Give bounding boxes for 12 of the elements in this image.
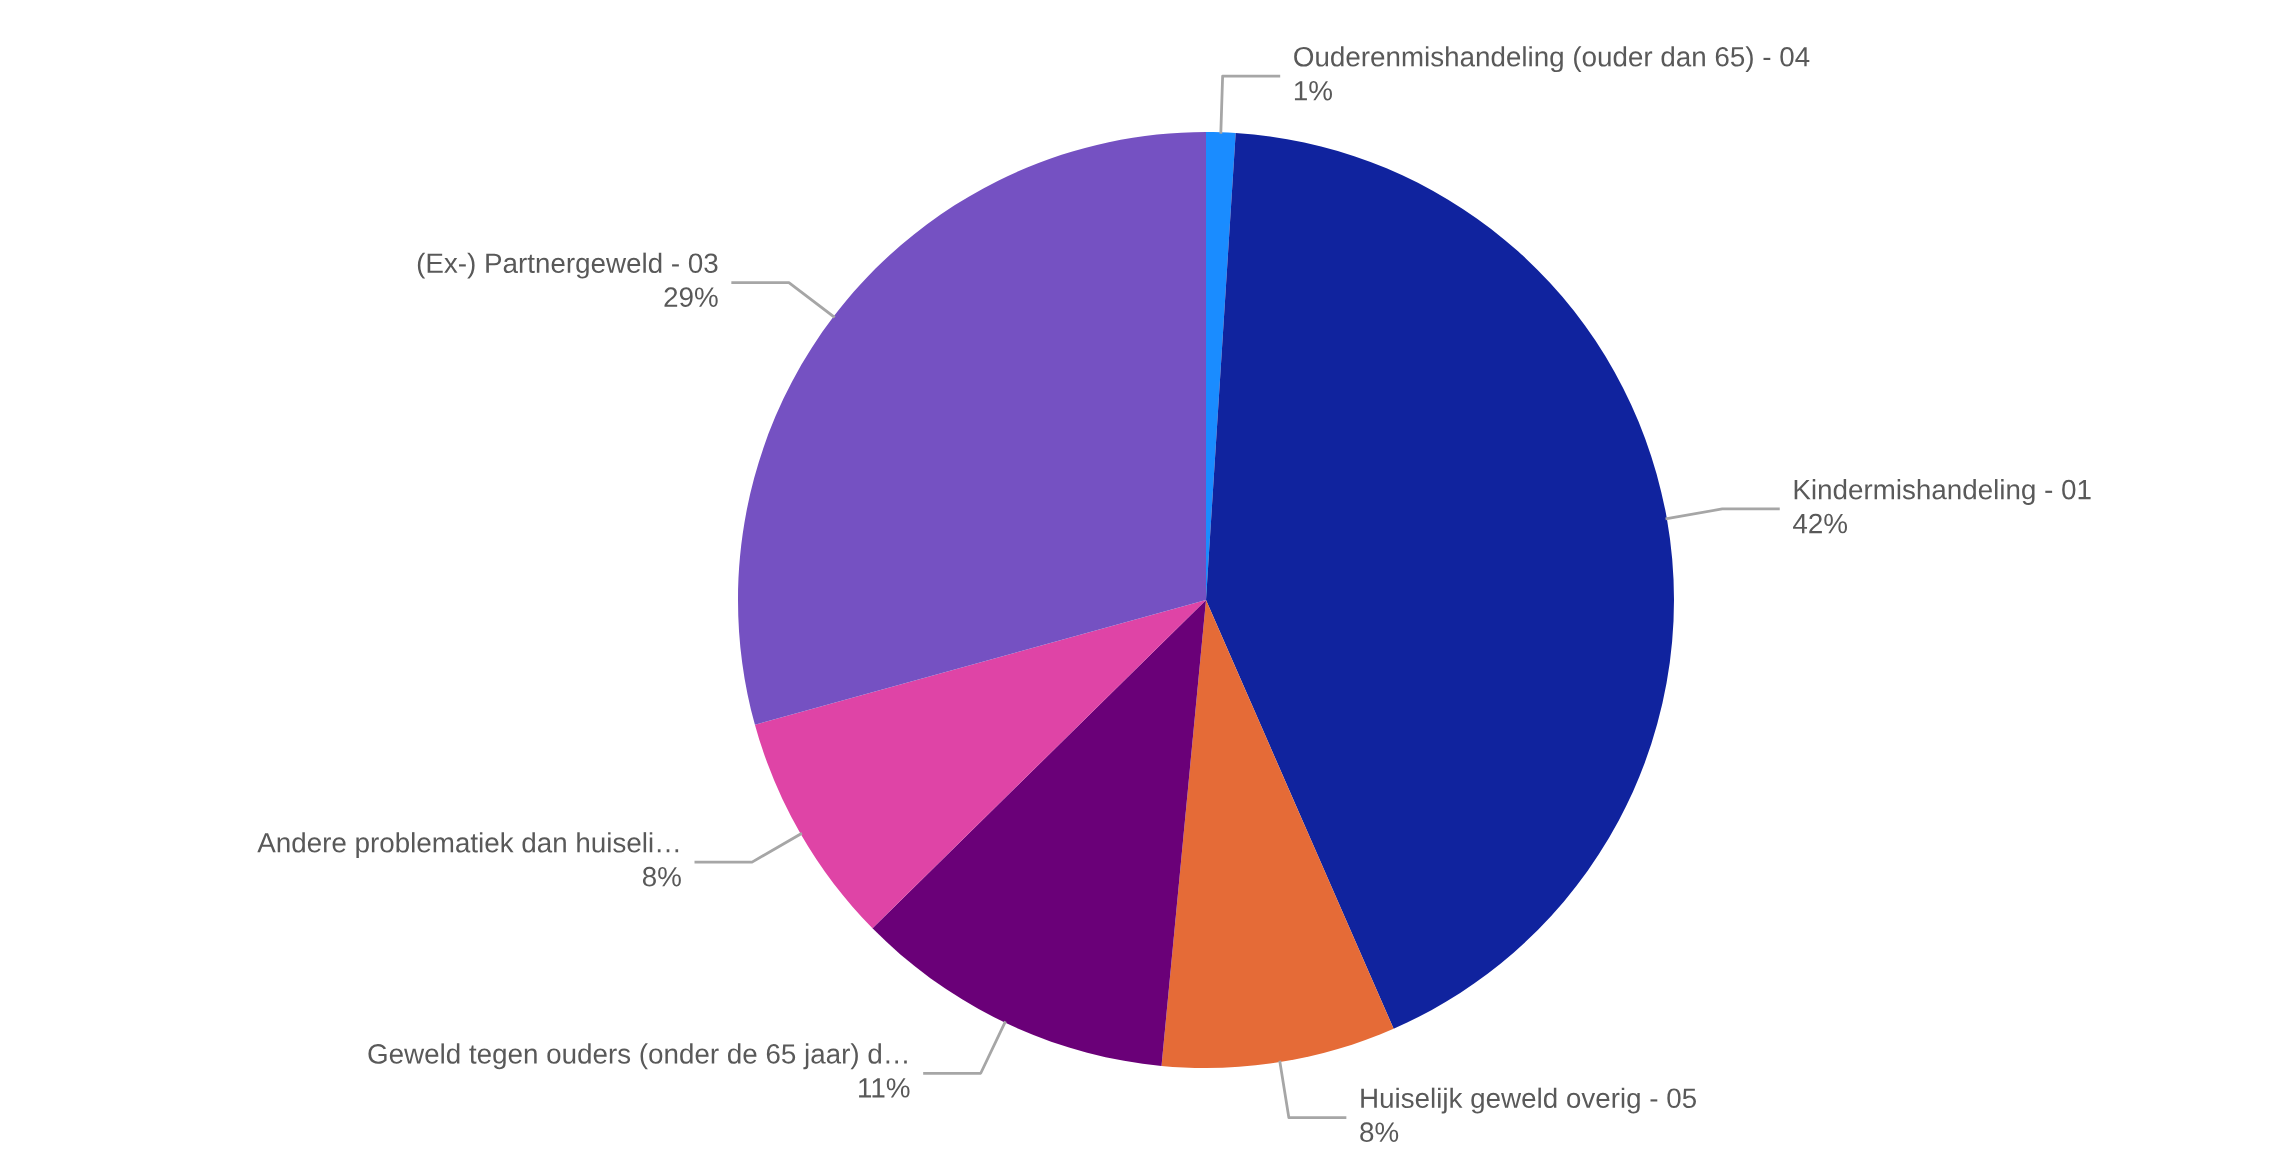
data-label: 1% [1294, 80, 1332, 101]
slice-label: Ouderenmishandeling (ouder dan 65) - 04 [1294, 46, 1810, 73]
slice-label: Kindermishandeling - 01 [1794, 479, 2091, 505]
slice-label: Geweld tegen ouders (onder de 65 jaar) d… [368, 1043, 907, 1070]
data-label: 29% [664, 287, 718, 307]
slice-label: Huiselijk geweld overig - 05 [1361, 1087, 1696, 1114]
slice-label: Andere problematiek dan huiseli… [257, 832, 679, 859]
data-label: 11% [859, 1078, 910, 1098]
data-label: 8% [1360, 1122, 1399, 1143]
data-label: 42% [1793, 513, 1848, 534]
slice-label: (Ex-) Partnergeweld - 03 [417, 252, 718, 279]
data-label: 8% [642, 866, 681, 887]
